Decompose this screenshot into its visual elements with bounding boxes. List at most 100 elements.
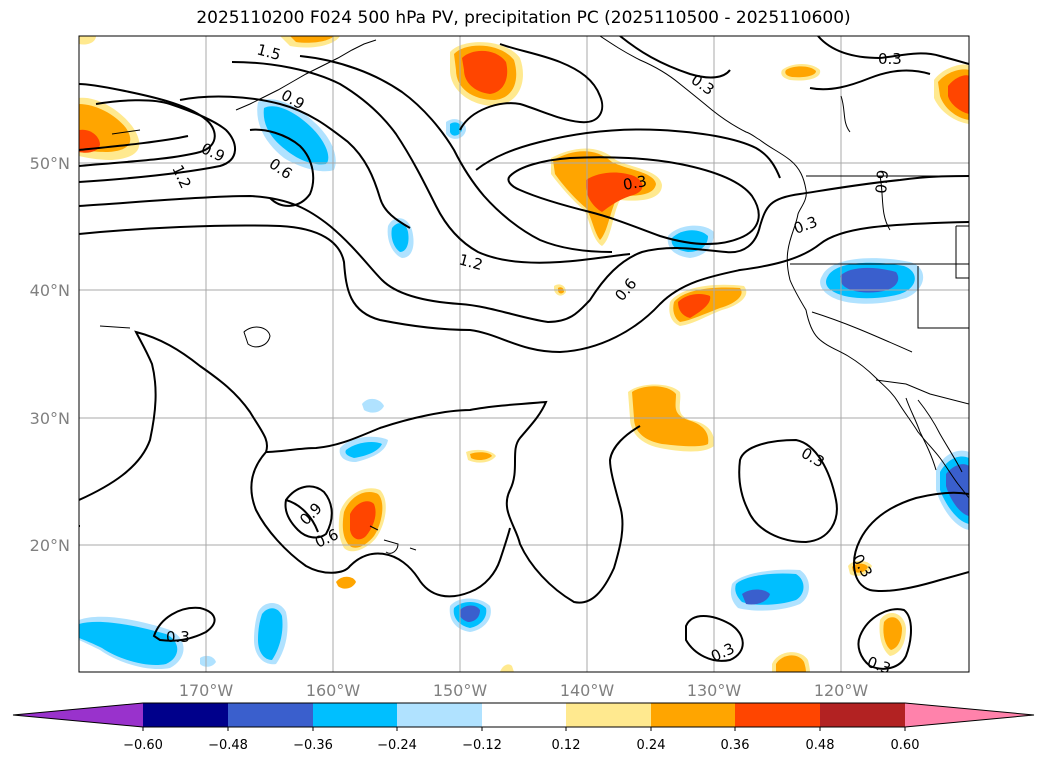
gridlines — [79, 36, 969, 672]
pv-contour — [284, 485, 333, 539]
lon-tick-label: 150°W — [433, 681, 488, 700]
pv-contour — [79, 99, 236, 183]
colorbar-bin — [482, 703, 566, 727]
precip-positive-area — [852, 563, 868, 573]
hawaiian-islands — [369, 525, 417, 554]
colorbar-bin — [397, 703, 482, 727]
baja-coastline — [905, 397, 937, 471]
pv-contour — [79, 175, 969, 324]
precip-negative-area — [671, 230, 708, 252]
pv-contour — [738, 438, 838, 544]
precip-negative-area — [79, 621, 178, 666]
pv-contour — [152, 606, 216, 642]
pv-contour — [619, 36, 731, 79]
gulf-of-california — [917, 399, 963, 473]
precip-negative-area — [742, 589, 770, 605]
colorbar-tick-label: −0.48 — [208, 738, 248, 753]
colorbar-tick-label: 0.48 — [806, 738, 835, 753]
pv-contour — [809, 69, 931, 91]
pv-contour — [265, 400, 641, 604]
pv-contour — [79, 330, 268, 501]
contour-label: 1.2 — [457, 250, 485, 274]
precip-positive-area — [678, 294, 711, 318]
pv-contour — [853, 539, 969, 593]
lon-tick-label: 170°W — [179, 681, 234, 700]
lat-tick-labels: 50°N 40°N 30°N 20°N — [30, 154, 70, 555]
pv-contour — [231, 61, 631, 264]
precip-positive-area — [586, 172, 643, 212]
precip-positive-area — [776, 655, 806, 672]
state-border — [955, 225, 969, 279]
pv-contours — [79, 36, 969, 670]
colorbar-tick-label: −0.24 — [377, 738, 417, 753]
precip-positive-area — [290, 36, 334, 43]
precip-negative-area — [258, 608, 283, 660]
lon-tick-label: 130°W — [687, 681, 742, 700]
lat-tick-label: 30°N — [30, 409, 70, 428]
aleutian-islands — [111, 129, 141, 135]
pv-contour — [299, 55, 613, 253]
precip-positive-area — [632, 386, 709, 447]
pv-contour — [285, 499, 319, 533]
precip-negative-area — [946, 464, 969, 516]
state-border — [811, 311, 913, 353]
pv-contour — [249, 128, 315, 207]
lat-tick-label: 50°N — [30, 154, 70, 173]
precip-positive-area — [500, 664, 514, 672]
lon-tick-labels: 170°W 160°W 150°W 140°W 130°W 120°W — [179, 681, 869, 700]
colorbar-bin — [143, 703, 228, 727]
precip-negative-area — [450, 122, 462, 136]
precip-positive-area — [79, 36, 96, 45]
pv-contour — [475, 128, 781, 179]
precip-positive-area — [948, 75, 969, 114]
pv-contour — [250, 451, 511, 598]
state-border — [840, 95, 851, 133]
colorbar-extend-high — [905, 703, 1034, 727]
precip-negative-area — [263, 106, 329, 165]
precip-negative-area — [345, 442, 382, 458]
contour-label: 0.3 — [166, 628, 190, 646]
colorbar-tick-label: −0.36 — [293, 738, 333, 753]
pv-contour — [79, 83, 216, 167]
precip-negative-area — [840, 267, 899, 293]
precip-positive-area — [883, 617, 902, 650]
precip-positive-area — [350, 501, 376, 540]
contour-label: 0.9 — [872, 169, 892, 194]
mexico-border — [875, 379, 969, 405]
colorbar-tick-label: 0.60 — [891, 738, 920, 753]
pv-contour — [817, 36, 969, 65]
pv-contour — [857, 608, 912, 670]
colorbar-tick-label: 0.36 — [721, 738, 750, 753]
lon-tick-label: 160°W — [306, 681, 361, 700]
contour-label: 0.3 — [865, 653, 894, 678]
precip-positive-area — [785, 66, 816, 78]
alaska-coastline — [599, 36, 761, 141]
precip-negative-area — [391, 223, 409, 252]
contour-label: 0.3 — [878, 50, 902, 68]
colorbar-bin — [651, 703, 735, 727]
colorbar-bin — [735, 703, 820, 727]
precip-positive-area — [462, 50, 508, 94]
map-panel — [79, 36, 969, 672]
precip-negative-area — [200, 655, 216, 667]
state-border — [917, 266, 969, 329]
colorbar-bin — [313, 703, 397, 727]
pv-contour — [459, 43, 604, 131]
lat-tick-label: 40°N — [30, 281, 70, 300]
lat-tick-label: 20°N — [30, 536, 70, 555]
precip-negative-area — [459, 605, 480, 622]
precip-positive-area — [79, 129, 100, 153]
colorbar: −0.60 −0.48 −0.36 −0.24 −0.12 0.12 0.24 … — [12, 702, 1035, 753]
small-island — [99, 325, 131, 329]
colorbar-tick-label: 0.12 — [552, 738, 581, 753]
colorbar-extend-low — [13, 703, 143, 727]
colorbar-bin — [566, 703, 651, 727]
map-title: 2025110200 F024 500 hPa PV, precipitatio… — [196, 8, 851, 28]
colorbar-bin — [820, 703, 905, 727]
precip-negative-area — [362, 398, 384, 413]
small-island — [243, 326, 271, 348]
pv-contour — [685, 615, 744, 662]
precip-positive-area — [336, 576, 356, 589]
precip-positive-shading — [79, 36, 969, 672]
